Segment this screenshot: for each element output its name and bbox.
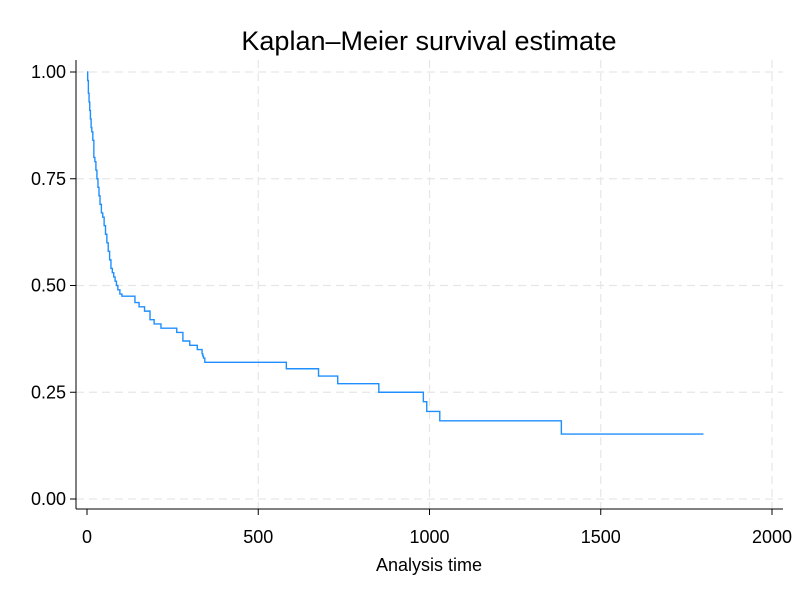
survival-step-line [86,71,704,435]
y-tick-label: 1.00 [31,62,66,82]
y-tick-label: 0.75 [31,169,66,189]
y-tick-label: 0.50 [31,276,66,296]
grid-lines [76,60,783,509]
y-tick-label: 0.00 [31,489,66,509]
x-tick-label: 1000 [409,527,449,547]
x-tick-label: 1500 [581,527,621,547]
x-tick-label: 500 [243,527,273,547]
x-axis-label: Analysis time [376,555,482,575]
chart-title: Kaplan–Meier survival estimate [241,26,616,56]
x-tick-label: 2000 [752,527,792,547]
axis-ticks: 0.00 0.25 0.50 0.75 1.00 0 500 1000 1500 2000 [31,62,792,547]
y-tick-label: 0.25 [31,382,66,402]
survival-series [86,71,704,435]
x-tick-label: 0 [82,527,92,547]
